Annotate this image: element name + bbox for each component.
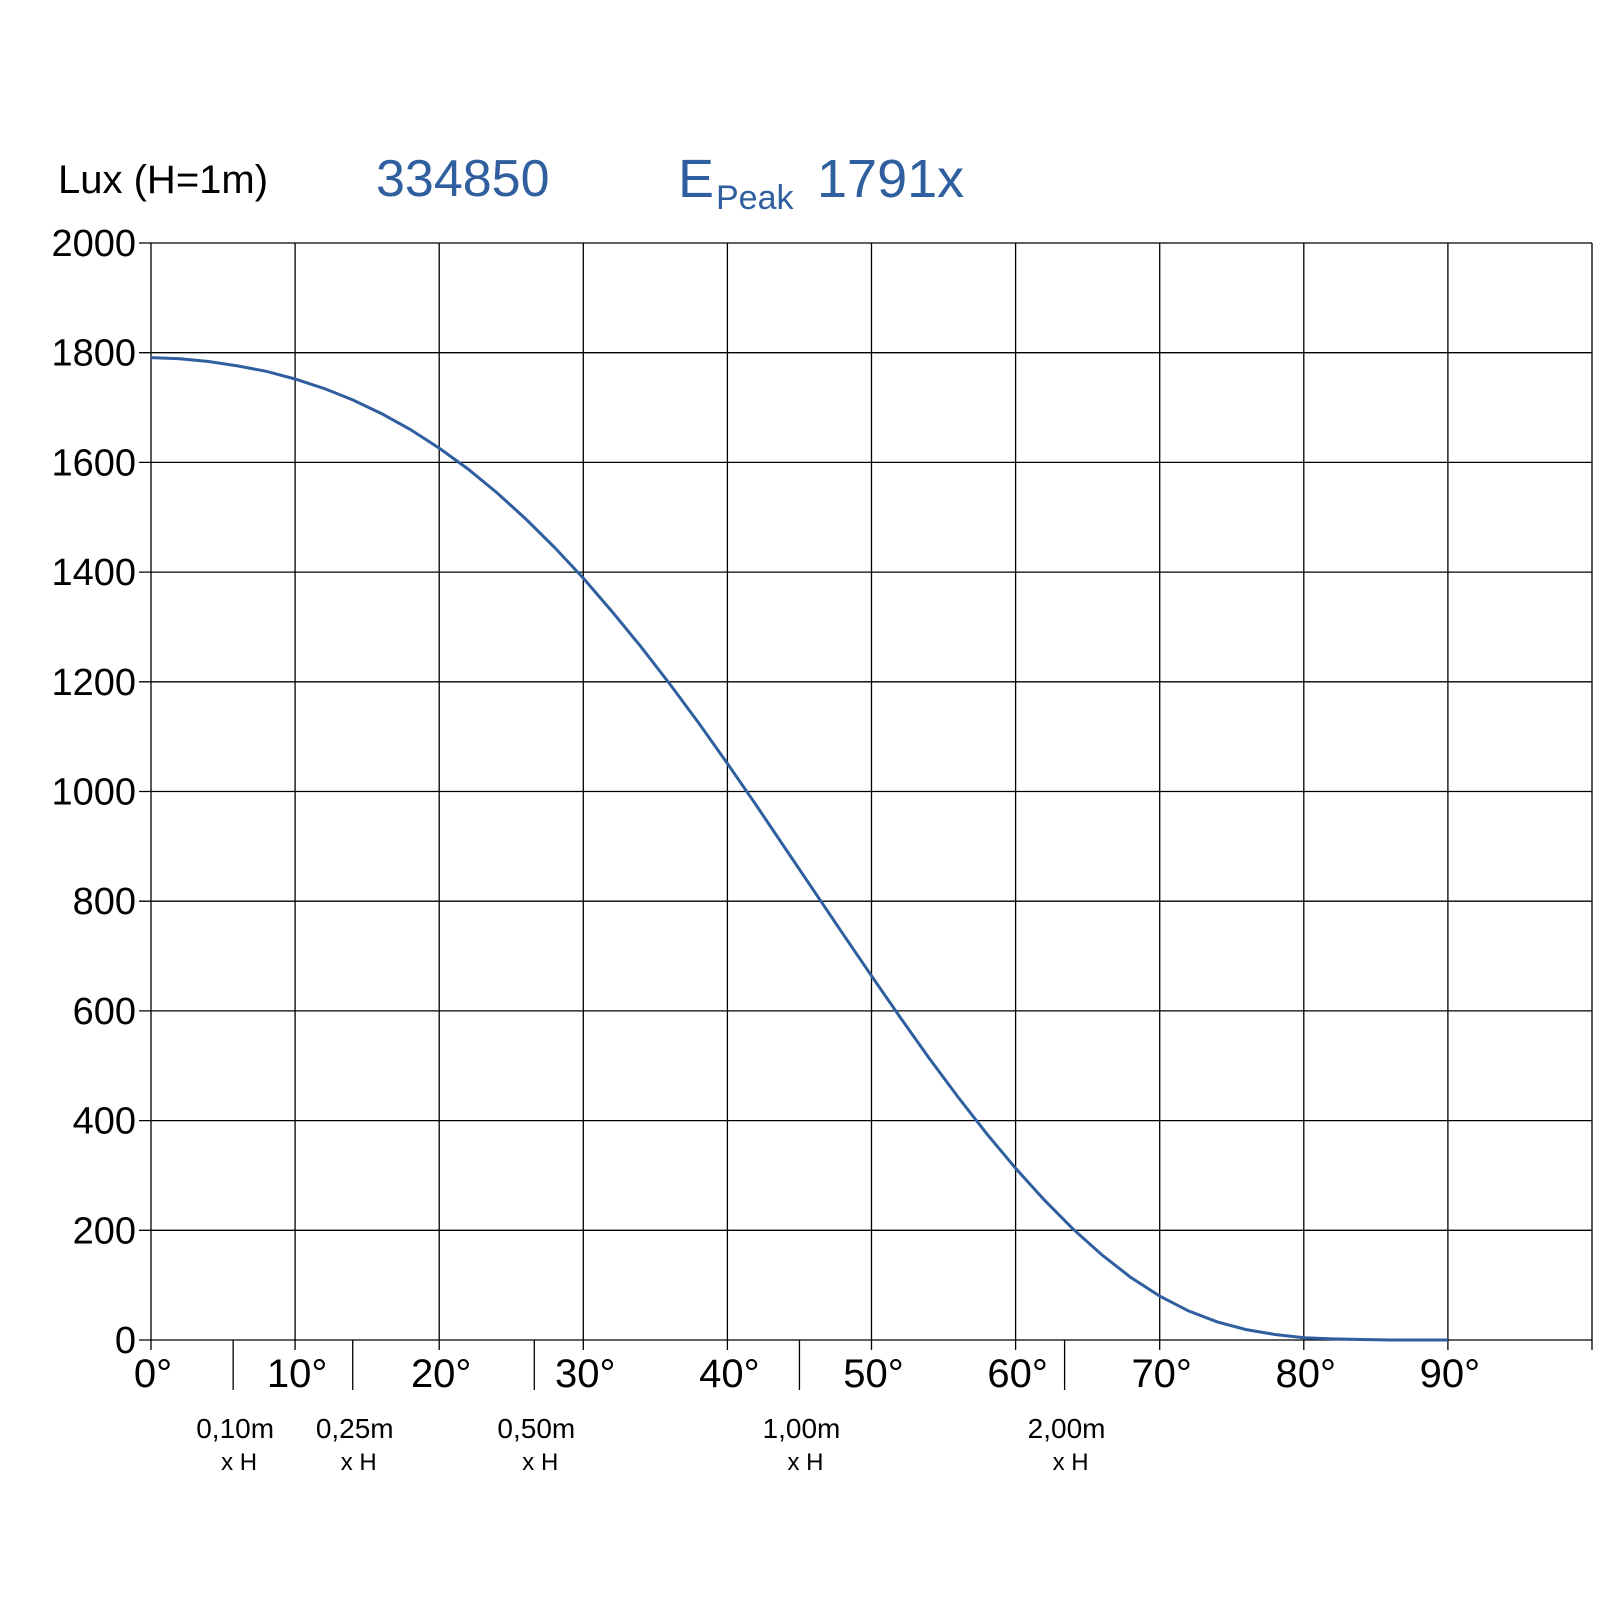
y-tick-label: 2000 — [51, 223, 136, 265]
distance-tick-unit: x H — [787, 1449, 823, 1476]
product-code: 334850 — [376, 150, 550, 208]
y-tick-label: 1400 — [51, 552, 136, 594]
x-tick-label: 30° — [555, 1352, 616, 1396]
x-tick-label: 10° — [267, 1352, 328, 1396]
distance-tick-label: 0,50m — [497, 1413, 575, 1444]
unit-label: Lux (H=1m) — [58, 158, 268, 202]
distance-tick-label: 0,25m — [316, 1413, 394, 1444]
x-tick-label: 0° — [134, 1352, 172, 1396]
x-axis-ticks: 0° 10° 20° 30° 40° 50° 60° 70° 80° 90° — [134, 1352, 1480, 1396]
distance-tick-unit: x H — [1053, 1449, 1089, 1476]
x-tick-label: 90° — [1420, 1352, 1481, 1396]
peak-value: 1791x — [817, 149, 964, 209]
y-tick-label: 200 — [73, 1210, 136, 1252]
y-tick-label: 400 — [73, 1101, 136, 1143]
distance-tick-label: 2,00m — [1028, 1413, 1106, 1444]
y-axis-ticks: 0 200 400 600 800 1000 1200 1400 1600 1800 2000 — [51, 223, 136, 1362]
distance-tick-unit: x H — [221, 1449, 257, 1476]
x-tick-label: 20° — [411, 1352, 472, 1396]
y-tick-label: 1600 — [51, 442, 136, 484]
x-tick-label: 50° — [843, 1352, 904, 1396]
peak-subscript: Peak — [716, 179, 794, 217]
x-tick-label: 40° — [699, 1352, 760, 1396]
distance-tick-label: 0,10m — [196, 1413, 274, 1444]
y-tick-label: 1800 — [51, 333, 136, 375]
distance-tick-unit: x H — [522, 1449, 558, 1476]
y-tick-label: 0 — [115, 1320, 136, 1362]
y-tick-label: 600 — [73, 991, 136, 1033]
x-tick-label: 70° — [1131, 1352, 1192, 1396]
distance-ticks: 0,10m x H 0,25m x H 0,50m x H 1,00m x H 2,00m x H — [196, 1340, 1106, 1476]
x-tick-label: 80° — [1276, 1352, 1337, 1396]
distance-tick-unit: x H — [341, 1449, 377, 1476]
y-tick-label: 1200 — [51, 662, 136, 704]
peak-symbol: E — [678, 149, 714, 209]
distance-tick-label: 1,00m — [763, 1413, 841, 1444]
lux-curve — [150, 356, 1448, 1342]
grid — [139, 242, 1593, 1350]
y-tick-label: 1000 — [51, 772, 136, 814]
y-tick-label: 800 — [73, 881, 136, 923]
x-tick-label: 60° — [987, 1352, 1048, 1396]
